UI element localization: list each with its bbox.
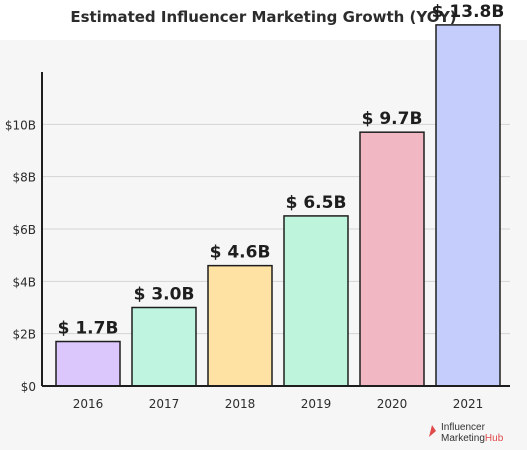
brand-logo-block: Influencer MarketingHub (428, 422, 523, 446)
bar-2020 (360, 132, 424, 386)
x-tick-label-2019: 2019 (301, 397, 332, 411)
data-label-2019: $ 6.5B (286, 193, 347, 213)
bar-2016 (56, 342, 120, 386)
y-tick-label: $8B (12, 171, 36, 185)
x-tick-label-2017: 2017 (149, 397, 180, 411)
y-tick-label: $6B (12, 223, 36, 237)
brand-name-marketing: Marketing (441, 433, 485, 444)
y-tick-label: $10B (5, 118, 36, 132)
x-tick-label-2018: 2018 (225, 397, 256, 411)
bar-2018 (208, 266, 272, 386)
bar-2021 (436, 25, 500, 386)
y-tick-label: $0 (21, 380, 36, 394)
data-label-2016: $ 1.7B (58, 319, 119, 339)
x-tick-label-2020: 2020 (377, 397, 408, 411)
brand-name-hub: Hub (485, 433, 503, 444)
x-tick-label-2016: 2016 (73, 397, 104, 411)
x-tick-labels: 2016 2017 2018 2019 2020 2021 (73, 397, 484, 411)
y-tick-label: $4B (12, 275, 36, 289)
x-tick-label-2021: 2021 (453, 397, 484, 411)
data-label-2017: $ 3.0B (134, 285, 195, 305)
brand-name-line1: Influencer (441, 422, 485, 433)
bar-2019 (284, 216, 348, 386)
brand-mark-icon (428, 424, 437, 438)
bar-2017 (132, 308, 196, 387)
data-label-2018: $ 4.6B (210, 243, 271, 263)
bars (56, 25, 500, 386)
brand-name-line2: MarketingHub (441, 433, 503, 444)
y-tick-labels: $0 $2B $4B $6B $8B $10B (5, 118, 36, 394)
y-tick-label: $2B (12, 328, 36, 342)
data-label-2021: $ 13.8B (432, 2, 505, 22)
data-label-2020: $ 9.7B (362, 109, 423, 129)
